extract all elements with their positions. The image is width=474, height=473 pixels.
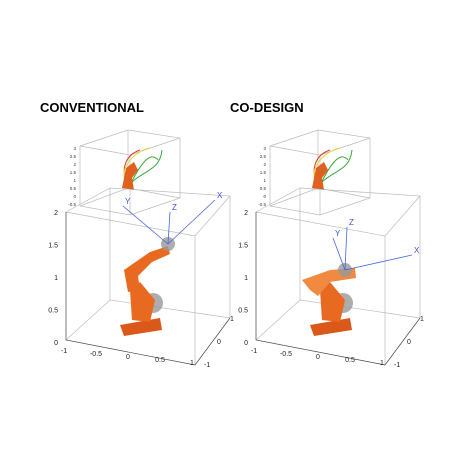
x-tick-label: 0.5 xyxy=(155,357,165,364)
frame-axis xyxy=(167,199,216,245)
x-tick-label: 0 xyxy=(126,354,130,361)
inset-z-tick-label: 0 xyxy=(73,194,76,199)
robot-arm xyxy=(124,246,170,292)
inset-z-tick-label: 1.5 xyxy=(70,170,77,175)
z-tick-label: 1.5 xyxy=(48,243,58,250)
z-tick-label: 0.5 xyxy=(48,308,58,315)
z-tick-label: 1 xyxy=(244,275,248,282)
frame-axis xyxy=(122,205,169,245)
inset-z-tick-label: 1.5 xyxy=(260,170,267,175)
robot-body xyxy=(130,282,155,322)
inset-robot xyxy=(122,162,138,190)
z-tick-label: 1 xyxy=(54,275,58,282)
x-tick-label: -0.5 xyxy=(90,351,102,358)
inset-z-tick-label: 0 xyxy=(263,194,266,199)
inset-z-tick-label: 2 xyxy=(73,162,76,167)
inset-z-tick-label: 1 xyxy=(263,178,266,183)
frame-label: Z xyxy=(172,203,177,212)
frame-axis xyxy=(332,237,346,271)
frame-axis xyxy=(167,211,171,245)
panel-title: CONVENTIONAL xyxy=(40,100,144,115)
main-box xyxy=(255,187,421,365)
inset-z-tick-label: 2.5 xyxy=(260,154,267,159)
inset-trajectory xyxy=(319,156,349,186)
x-tick-label: 1 xyxy=(190,360,194,367)
panel-title: CO-DESIGN xyxy=(230,100,304,115)
main-axes xyxy=(65,212,231,366)
inset-z-tick-label: -0.5 xyxy=(258,202,266,207)
inset-z-tick-label: 2.5 xyxy=(70,154,77,159)
frame-label: X xyxy=(217,191,223,200)
frame-axis xyxy=(344,254,413,271)
inset-trajectory xyxy=(321,149,353,183)
z-tick-label: 2 xyxy=(54,210,58,217)
inset-z-tick-label: 0.5 xyxy=(260,186,267,191)
y-tick-label: 1 xyxy=(420,316,424,323)
frame-label: X xyxy=(414,246,420,255)
x-tick-label: -1 xyxy=(61,348,67,355)
inset-trajectory xyxy=(129,156,159,186)
z-tick-label: 2 xyxy=(244,210,248,217)
x-tick-label: 1 xyxy=(380,360,384,367)
inset-robot xyxy=(312,162,328,190)
x-tick-label: 0 xyxy=(316,354,320,361)
z-tick-label: 1.5 xyxy=(238,243,248,250)
x-tick-label: 0.5 xyxy=(345,357,355,364)
inset-z-tick-label: 0.5 xyxy=(70,186,77,191)
inset-z-tick-label: 1 xyxy=(73,178,76,183)
z-tick-label: 0 xyxy=(54,340,58,347)
panel: CONVENTIONAL32.521.510.50-0.521.510.50-1… xyxy=(40,100,234,369)
robot-base xyxy=(310,318,352,336)
inset-trajectory xyxy=(131,149,163,183)
inset-z-tick-label: -0.5 xyxy=(68,202,76,207)
frame-label: Y xyxy=(335,229,341,238)
robot-body xyxy=(320,282,345,322)
inset-z-tick-label: 3 xyxy=(263,146,266,151)
y-tick-label: 0 xyxy=(407,339,411,346)
inset-z-tick-label: 2 xyxy=(263,162,266,167)
inset-z-tick-label: 3 xyxy=(73,146,76,151)
robot-base xyxy=(120,318,162,336)
x-tick-label: -0.5 xyxy=(280,351,292,358)
frame-label: Y xyxy=(125,197,131,206)
main-box xyxy=(65,187,231,365)
y-tick-label: 0 xyxy=(217,339,221,346)
y-tick-label: 1 xyxy=(230,316,234,323)
x-tick-label: -1 xyxy=(251,348,257,355)
y-tick-label: -1 xyxy=(394,362,400,369)
z-tick-label: 0 xyxy=(244,340,248,347)
frame-label: Z xyxy=(349,218,354,227)
frame-axis xyxy=(344,226,348,271)
y-tick-label: -1 xyxy=(204,362,210,369)
main-axes xyxy=(255,212,421,366)
z-tick-label: 0.5 xyxy=(238,308,248,315)
